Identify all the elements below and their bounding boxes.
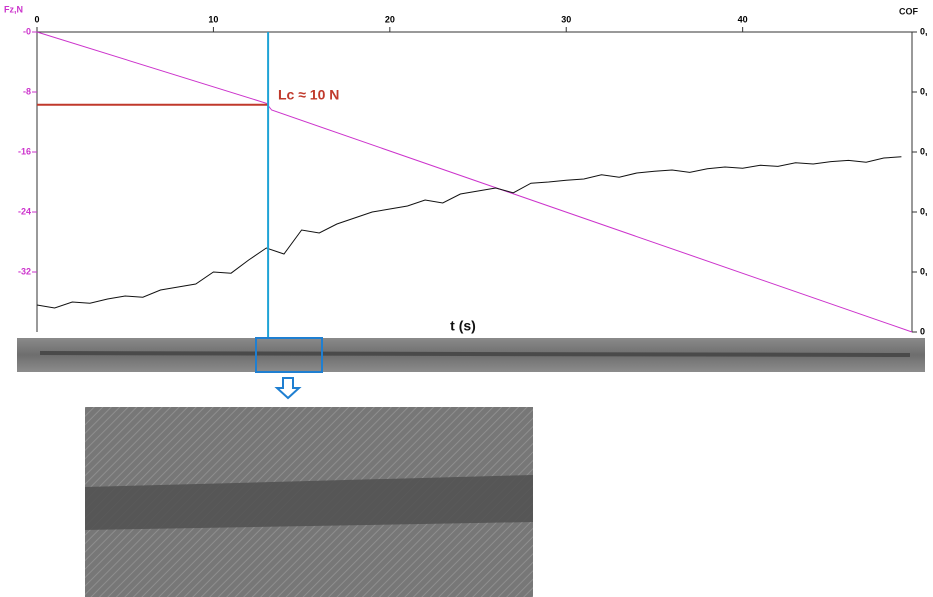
y2-tick-label: 0, — [920, 26, 928, 36]
zoom-arrow — [274, 377, 302, 400]
y-axis-title: Fz,N — [4, 4, 23, 14]
y2-tick-label: 0, — [920, 86, 928, 96]
y-tick-label: -0 — [23, 26, 31, 36]
zoom-groove — [85, 475, 533, 530]
x-tick-label: 40 — [738, 14, 748, 24]
y-tick-label: -16 — [18, 146, 31, 156]
y-tick-label: -8 — [23, 86, 31, 96]
y2-tick-label: 0 — [920, 326, 925, 336]
y2-tick-label: 0, — [920, 206, 928, 216]
scratch-groove — [39, 351, 911, 357]
x-tick-label: 20 — [385, 14, 395, 24]
y2-tick-label: 0, — [920, 146, 928, 156]
series-line — [36, 156, 902, 309]
y2-axis-title: COF — [899, 6, 919, 16]
y2-tick-label: 0, — [920, 266, 928, 276]
plot: 0 10 20 30 40 -0 -8 -16 -24 -32 0, 0, 0, 0, 0, 0 — [18, 14, 928, 340]
series-line — [36, 31, 913, 333]
y-tick-label: -32 — [18, 266, 31, 276]
x-tick-label: 0 — [34, 14, 39, 24]
x-axis-title: t (s) — [450, 318, 476, 334]
y-tick-label: -24 — [18, 206, 31, 216]
x-tick-label: 10 — [208, 14, 218, 24]
critical-load-label: Lc ≈ 10 N — [278, 87, 339, 103]
zoom-box — [255, 337, 323, 373]
x-tick-label: 30 — [561, 14, 571, 24]
